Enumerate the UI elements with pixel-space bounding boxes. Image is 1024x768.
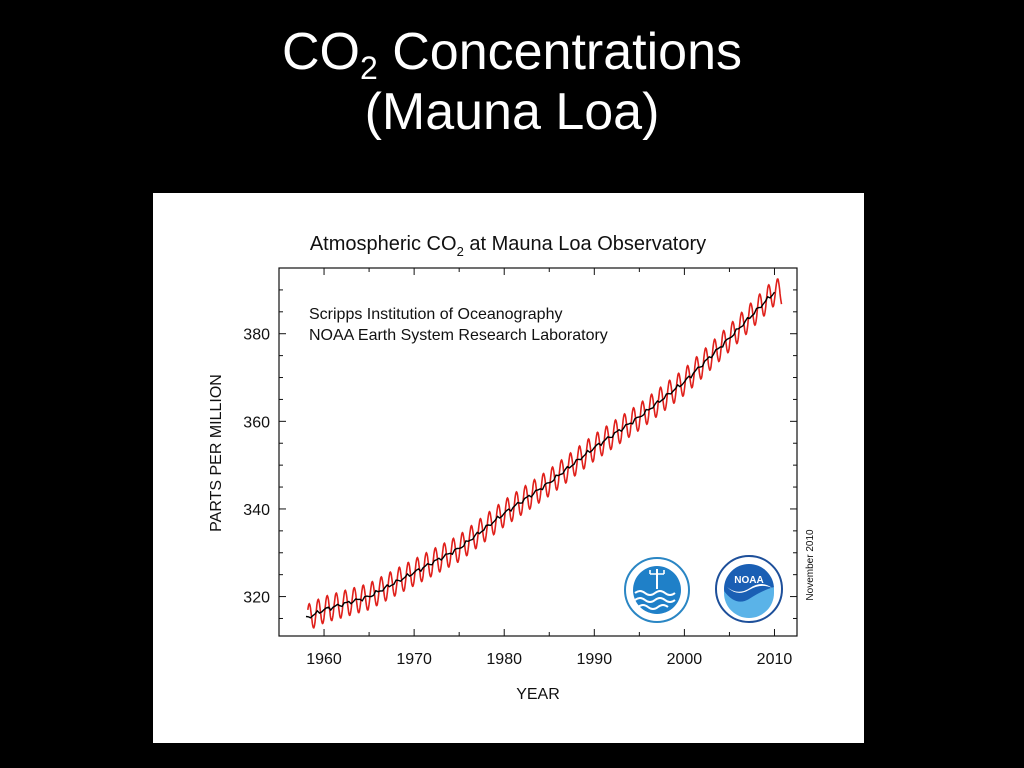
svg-text:NOAA: NOAA bbox=[734, 575, 763, 586]
slide-title: CO2 Concentrations (Mauna Loa) bbox=[0, 22, 1024, 142]
y-tick-label: 340 bbox=[243, 502, 270, 519]
monthly-series bbox=[307, 278, 783, 629]
monthly-co2-line bbox=[307, 278, 783, 629]
co2-chart: Atmospheric CO2 at Mauna Loa Observatory… bbox=[208, 233, 816, 703]
institution-label: NOAA Earth System Research Laboratory bbox=[309, 327, 608, 344]
y-axis-label: PARTS PER MILLION bbox=[208, 374, 225, 532]
institution-label: Scripps Institution of Oceanography bbox=[309, 306, 562, 323]
scripps-logo bbox=[624, 557, 690, 623]
x-tick-label: 1980 bbox=[486, 651, 522, 668]
y-tick-label: 380 bbox=[243, 327, 270, 344]
slide-title-line2: (Mauna Loa) bbox=[364, 83, 660, 141]
noaa-logo: NOAA bbox=[715, 555, 783, 623]
y-tick-label: 360 bbox=[243, 414, 270, 431]
x-tick-label: 1990 bbox=[577, 651, 613, 668]
chart-title: Atmospheric CO2 at Mauna Loa Observatory bbox=[310, 233, 706, 259]
y-tick-label: 320 bbox=[243, 590, 270, 607]
annual-series bbox=[305, 291, 776, 619]
x-tick-label: 1960 bbox=[306, 651, 342, 668]
x-axis-label: YEAR bbox=[516, 686, 560, 703]
x-tick-label: 1970 bbox=[396, 651, 432, 668]
axis-ticks: 1960 1970 1980 1990 2000 2010 320 340 360 380 bbox=[243, 268, 797, 668]
slide-title-line1: CO2 Concentrations bbox=[282, 23, 742, 86]
annual-mean-line bbox=[305, 291, 776, 619]
co2-figure: Atmospheric CO2 at Mauna Loa Observatory… bbox=[153, 193, 864, 743]
plot-frame bbox=[278, 267, 798, 637]
x-tick-label: 2000 bbox=[667, 651, 703, 668]
x-tick-label: 2010 bbox=[757, 651, 793, 668]
date-note: November 2010 bbox=[805, 529, 816, 601]
